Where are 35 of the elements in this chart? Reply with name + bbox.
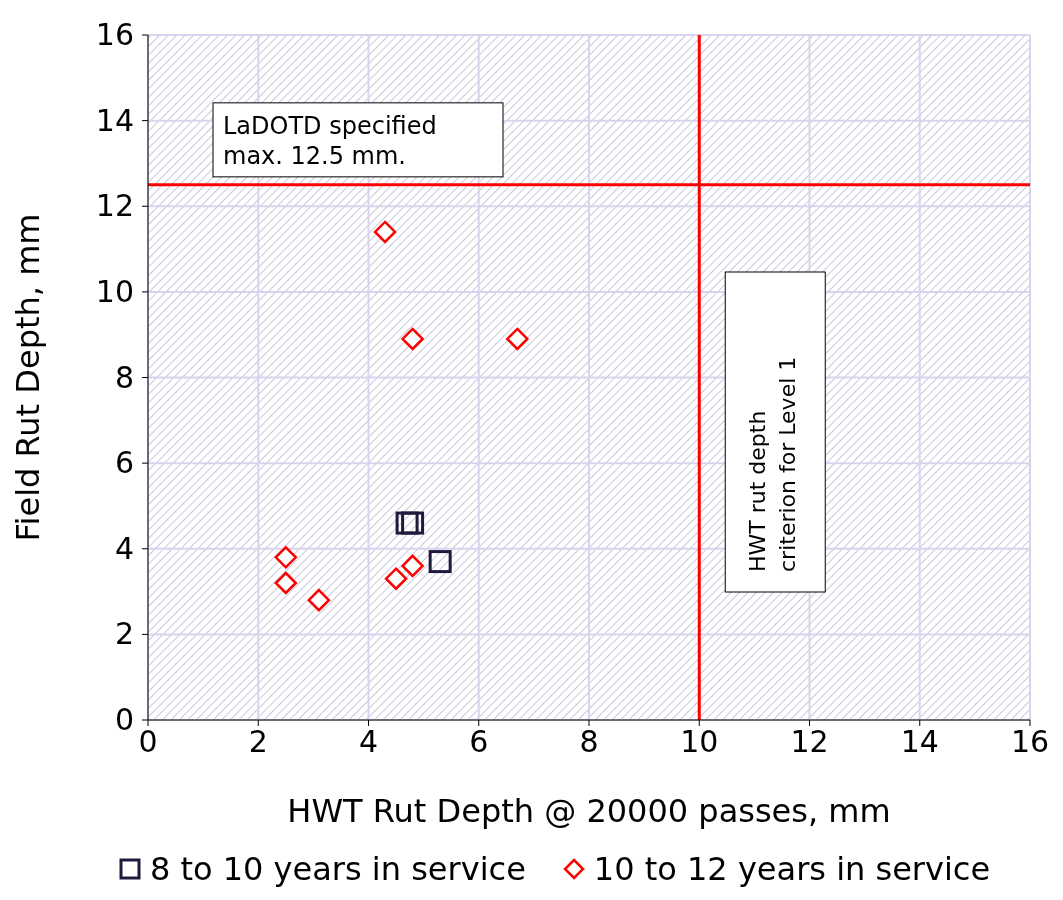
legend-label: 10 to 12 years in service [593,850,991,888]
y-tick-label: 2 [114,616,134,652]
x-tick-label: 8 [579,724,599,759]
point [401,327,424,351]
legend-label: 8 to 10 years in service [149,850,526,888]
point [384,567,408,590]
y-tick-label: 8 [114,359,134,395]
point [274,571,298,595]
point [401,511,425,535]
x-tick-label: 6 [469,724,489,759]
y-tick-label: 0 [114,702,134,737]
y-tick-label: 16 [95,17,134,52]
point [373,220,397,244]
y-tick-label: 14 [95,102,134,138]
point [428,550,452,574]
y-tick-label: 4 [114,530,134,566]
point [506,327,529,351]
x-tick-label: 16 [1010,724,1050,759]
x-tick-label: 4 [358,724,379,759]
x-tick-label: 10 [680,724,719,759]
x-tick-label: 14 [900,724,939,759]
ref-line-label: LaDOTD specified max. 12.5 mm. [223,111,437,170]
ref-line-label: HWT rut depth criterion for Level 1 [745,356,801,572]
x-tick-label: 12 [790,724,829,759]
x-tick-label: 2 [248,724,268,759]
y-tick-label: 12 [95,188,134,224]
point [395,511,419,535]
y-axis-title: Field Rut Depth, mm [9,213,48,542]
point [307,588,331,612]
x-axis-title: HWT Rut Depth @ 20000 passes, mm [287,792,891,830]
x-tick-label: 0 [138,724,158,759]
point [274,546,298,569]
y-tick-label: 10 [95,273,134,309]
point [401,554,424,578]
y-tick-label: 6 [114,445,134,481]
